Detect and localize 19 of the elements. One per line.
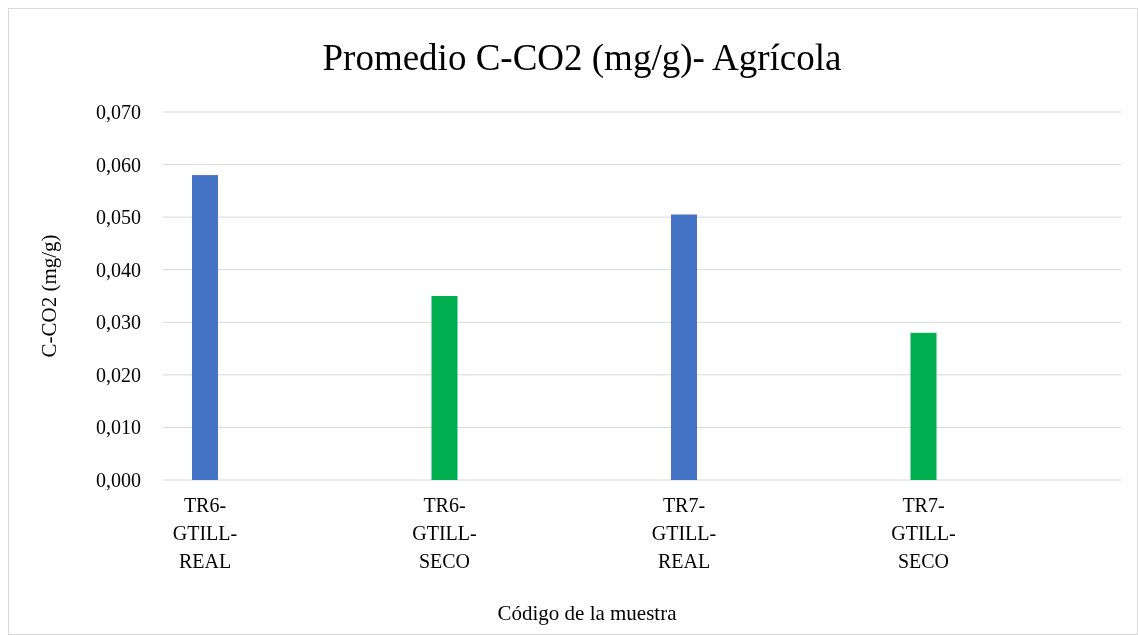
x-tick-label: TR6-GTILL-REAL (172, 494, 238, 572)
y-tick-label: 0,020 (96, 363, 141, 386)
bar (431, 296, 458, 480)
y-tick-label: 0,060 (96, 153, 141, 176)
bar (192, 175, 218, 480)
y-axis-title: C-CO2 (mg/g) (37, 234, 61, 358)
bar (910, 332, 937, 480)
x-tick-label: TR6-GTILL-SECO (412, 494, 477, 572)
x-axis-title: Código de la muestra (497, 601, 678, 625)
x-tick-label: TR7-GTILL-REAL (651, 494, 717, 572)
y-tick-label: 0,040 (96, 258, 141, 281)
y-tick-label: 0,070 (96, 101, 141, 123)
y-tick-label: 0,000 (96, 469, 141, 491)
y-tick-label: 0,050 (96, 206, 141, 229)
y-tick-label: 0,010 (96, 416, 141, 439)
bar (671, 214, 697, 480)
chart-title: Promedio C-CO2 (mg/g)- Agrícola (322, 37, 842, 79)
x-tick-label: TR7-GTILL-SECO (891, 494, 956, 572)
y-tick-label: 0,030 (96, 311, 141, 334)
